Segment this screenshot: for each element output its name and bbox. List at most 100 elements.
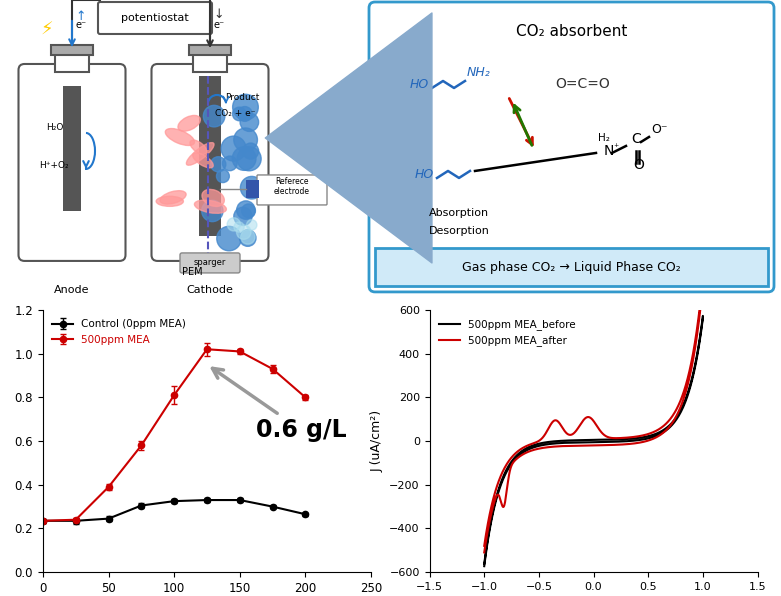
500ppm MEA_after (669, 410, 679, 417)
Line: 500ppm MEA_after: 500ppm MEA_after (484, 306, 703, 552)
Circle shape (201, 200, 223, 222)
500ppm MEA_before (568, 439, 577, 446)
Circle shape (203, 105, 225, 127)
500ppm MEA_before (480, 563, 489, 570)
Text: H⁺+O₂: H⁺+O₂ (39, 161, 69, 170)
Text: ↓: ↓ (213, 8, 223, 21)
Legend: 500ppm MEA_before, 500ppm MEA_after: 500ppm MEA_before, 500ppm MEA_after (435, 315, 580, 350)
Text: O: O (633, 158, 644, 172)
500ppm MEA_before (698, 312, 708, 319)
Text: O⁻: O⁻ (651, 123, 668, 136)
500ppm MEA_after (480, 542, 489, 550)
Circle shape (247, 220, 257, 230)
Circle shape (243, 143, 259, 159)
Text: NH₂: NH₂ (467, 66, 490, 79)
Bar (55, 53, 89, 72)
Text: Desorption: Desorption (429, 226, 490, 236)
Line: 500ppm MEA_before: 500ppm MEA_before (484, 316, 703, 566)
Text: potentiostat: potentiostat (121, 13, 189, 23)
Circle shape (237, 147, 261, 171)
Circle shape (240, 230, 256, 246)
Circle shape (234, 128, 258, 151)
Text: sparger: sparger (194, 259, 226, 268)
Text: ⚡: ⚡ (41, 21, 53, 39)
500ppm MEA_after (553, 418, 562, 425)
500ppm MEA_before (480, 560, 489, 567)
FancyBboxPatch shape (369, 2, 774, 292)
Bar (63, 86, 81, 211)
Text: C: C (631, 132, 640, 146)
500ppm MEA_before (524, 443, 533, 451)
Text: Product: Product (225, 93, 259, 102)
Circle shape (233, 107, 246, 121)
Circle shape (240, 113, 259, 132)
Text: Absorption: Absorption (429, 208, 489, 218)
Circle shape (233, 94, 259, 120)
500ppm MEA_after (678, 399, 687, 406)
Text: O=C=O: O=C=O (555, 77, 610, 91)
Text: e⁻: e⁻ (213, 20, 224, 30)
Text: CO₂ absorbent: CO₂ absorbent (515, 24, 627, 39)
Ellipse shape (193, 153, 213, 168)
Text: e⁻: e⁻ (75, 20, 86, 30)
Ellipse shape (194, 200, 226, 213)
500ppm MEA_after (480, 549, 489, 556)
Circle shape (211, 157, 226, 172)
Text: PEM: PEM (182, 267, 202, 277)
Circle shape (234, 207, 252, 225)
Circle shape (237, 107, 252, 122)
Text: Anode: Anode (54, 285, 90, 295)
Ellipse shape (187, 142, 214, 165)
Text: ↑: ↑ (75, 10, 85, 23)
Ellipse shape (190, 140, 207, 154)
Ellipse shape (166, 129, 194, 145)
500ppm MEA_after (537, 434, 547, 442)
Legend: Control (0ppm MEA), 500ppm MEA: Control (0ppm MEA), 500ppm MEA (48, 315, 191, 349)
FancyBboxPatch shape (98, 2, 212, 34)
Text: H₂O: H₂O (46, 123, 63, 132)
Bar (51, 45, 93, 55)
Ellipse shape (178, 116, 201, 131)
Circle shape (217, 226, 241, 251)
500ppm MEA_after (627, 434, 637, 441)
Circle shape (237, 201, 255, 219)
Bar (193, 53, 227, 72)
Text: CO₂ + e⁻: CO₂ + e⁻ (215, 109, 255, 118)
Text: Referece: Referece (275, 177, 308, 186)
500ppm MEA_before (616, 438, 626, 445)
Text: 0.6 g/L: 0.6 g/L (212, 368, 346, 442)
500ppm MEA_after (687, 364, 697, 371)
Text: Cathode: Cathode (187, 285, 234, 295)
FancyBboxPatch shape (19, 64, 126, 261)
Bar (246, 180, 259, 198)
Bar (199, 76, 221, 236)
Bar (375, 248, 768, 286)
Text: electrode: electrode (274, 187, 310, 196)
500ppm MEA_before (576, 439, 585, 446)
Circle shape (232, 147, 256, 170)
Text: H₂: H₂ (598, 133, 610, 143)
Circle shape (223, 156, 237, 170)
Circle shape (237, 225, 251, 240)
Circle shape (227, 218, 241, 231)
Circle shape (241, 176, 263, 199)
Text: ⁺: ⁺ (613, 143, 619, 153)
500ppm MEA_after (696, 302, 705, 309)
Bar (375, 248, 768, 286)
Circle shape (221, 136, 246, 161)
Ellipse shape (160, 191, 186, 204)
FancyBboxPatch shape (152, 64, 269, 261)
Ellipse shape (156, 196, 184, 206)
Text: N: N (604, 144, 615, 158)
FancyBboxPatch shape (257, 175, 327, 205)
FancyBboxPatch shape (180, 253, 240, 273)
500ppm MEA_before (672, 412, 682, 420)
Ellipse shape (202, 190, 224, 206)
500ppm MEA_before (657, 428, 666, 435)
Y-axis label: J (uA/cm²): J (uA/cm²) (371, 410, 383, 472)
Text: HO: HO (410, 78, 430, 91)
Circle shape (216, 170, 230, 182)
Circle shape (241, 230, 255, 244)
Bar (189, 45, 231, 55)
Circle shape (234, 222, 244, 232)
